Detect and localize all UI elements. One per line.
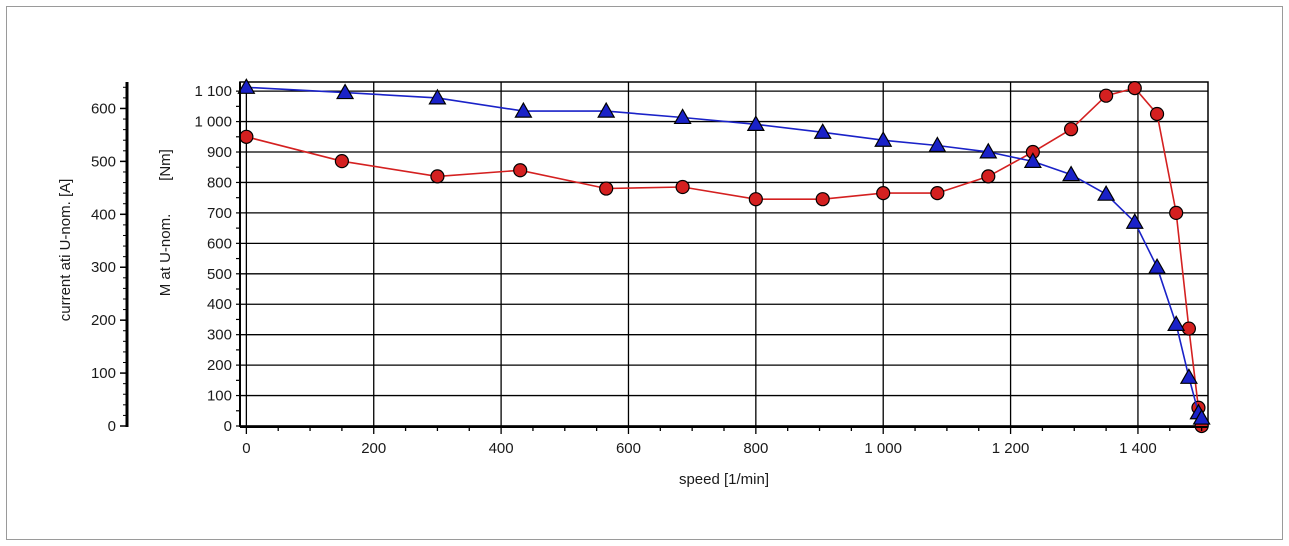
current-tick-label: 500 — [91, 153, 116, 170]
current-point — [1179, 368, 1198, 384]
torque-tick-label: 700 — [207, 205, 232, 222]
torque-point — [1181, 321, 1196, 336]
grid — [239, 81, 1209, 427]
torque-point — [334, 154, 349, 169]
current-point — [813, 123, 832, 139]
current-point — [597, 101, 616, 118]
torque-point — [748, 192, 763, 207]
torque-tick-label: 400 — [207, 296, 232, 313]
torque-tick-label: 500 — [207, 266, 232, 283]
current-tick-label: 400 — [91, 206, 116, 223]
current-axis-title: current ati U-nom. [A] — [57, 179, 74, 322]
torque-point — [239, 129, 254, 144]
torque-point — [876, 186, 891, 201]
torque-point — [815, 192, 830, 207]
current-point — [237, 78, 256, 94]
plot-area — [239, 81, 1209, 427]
torque-point — [1127, 80, 1142, 96]
x-tick-label: 1 400 — [1119, 440, 1157, 457]
current-point — [1192, 408, 1211, 425]
current-point — [514, 101, 533, 118]
torque-point — [599, 181, 614, 196]
current-series-line — [246, 86, 1203, 419]
torque-axis-title: M at U-nom. — [157, 214, 174, 297]
torque-point — [430, 169, 445, 184]
x-tick-label: 1 000 — [864, 440, 902, 457]
torque-point — [1149, 106, 1165, 122]
current-tick-label: 100 — [91, 365, 116, 382]
current-point — [673, 108, 692, 125]
torque-point — [981, 169, 996, 184]
torque-point — [930, 186, 945, 201]
torque-tick-label: 1 100 — [194, 83, 232, 100]
torque-tick-label: 100 — [207, 388, 232, 405]
current-tick-label: 200 — [91, 312, 116, 329]
current-tick-label: 300 — [91, 259, 116, 276]
x-tick-label: 400 — [489, 440, 514, 457]
current-point — [746, 115, 765, 131]
torque-tick-label: 800 — [207, 174, 232, 191]
current-point — [1167, 315, 1186, 331]
torque-tick-label: 900 — [207, 144, 232, 161]
x-tick-label: 1 200 — [992, 440, 1030, 457]
current-point — [1023, 152, 1042, 168]
current-tick-label: 0 — [108, 418, 116, 435]
current-point — [1062, 165, 1081, 182]
torque-tick-label: 1 000 — [194, 114, 232, 131]
series-layer — [237, 78, 1211, 434]
torque-series-line — [246, 87, 1203, 427]
torque-point — [675, 179, 690, 195]
current-point — [928, 136, 947, 153]
torque-tick-label: 200 — [207, 357, 232, 374]
current-point — [336, 83, 355, 100]
current-tick-label: 600 — [91, 100, 116, 117]
current-point — [1125, 213, 1144, 229]
torque-point — [1099, 88, 1114, 103]
x-tick-label: 0 — [242, 440, 250, 457]
x-axis-title: speed [1/min] — [679, 471, 769, 488]
current-point — [428, 88, 447, 105]
torque-point — [1169, 205, 1184, 221]
torque-tick-label: 0 — [224, 418, 232, 435]
x-tick-label: 200 — [361, 440, 386, 457]
x-tick-label: 800 — [743, 440, 768, 457]
torque-tick-label: 600 — [207, 235, 232, 252]
current-point — [1097, 184, 1116, 201]
x-tick-label: 600 — [616, 440, 641, 457]
torque-axis-unit: [Nm] — [157, 149, 174, 181]
torque-point — [513, 163, 528, 178]
current-point — [979, 142, 998, 159]
axes: 0 200 400 600 800 1 000 1 200 1 400 0 100 200 300 40… — [91, 82, 1208, 457]
torque-tick-label: 300 — [207, 327, 232, 344]
torque-point — [1063, 122, 1079, 137]
current-point — [1148, 258, 1167, 274]
current-point — [874, 131, 893, 147]
